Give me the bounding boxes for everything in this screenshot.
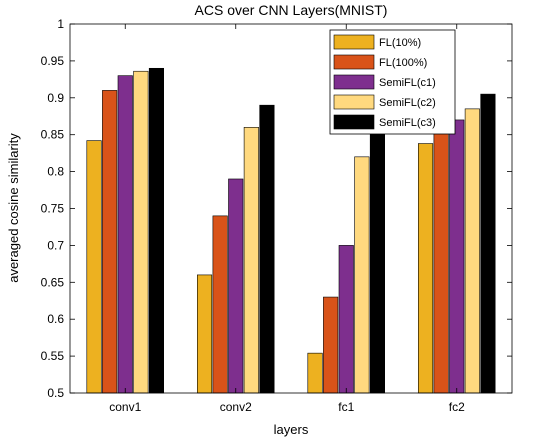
y-tick-label: 0.7: [47, 238, 64, 252]
legend-swatch: [333, 114, 375, 130]
y-tick-label: 0.8: [47, 165, 64, 179]
y-tick-label: 0.55: [41, 349, 65, 363]
bar: [354, 156, 370, 394]
y-axis-label: averaged cosine similarity: [6, 133, 21, 283]
bar: [464, 108, 480, 394]
bar: [417, 143, 434, 394]
bar: [259, 104, 275, 394]
bar: [228, 178, 244, 394]
legend-label: SemiFL(c3): [379, 117, 436, 129]
bar: [449, 119, 465, 394]
bar: [243, 127, 259, 394]
bar: [433, 128, 449, 394]
y-tick-label: 0.6: [47, 312, 64, 326]
y-tick-label: 0.5: [47, 386, 64, 400]
legend-swatch: [333, 54, 375, 70]
x-tick-label: conv1: [109, 400, 141, 414]
y-tick-label: 0.65: [41, 275, 65, 289]
y-tick-label: 0.85: [41, 128, 65, 142]
bar: [148, 67, 164, 394]
bar: [86, 140, 102, 394]
bar: [338, 245, 354, 394]
x-tick-label: conv2: [220, 400, 252, 414]
x-tick-label: fc1: [338, 400, 354, 414]
x-tick-label: fc2: [449, 400, 465, 414]
bar: [307, 352, 323, 394]
bar: [480, 93, 496, 394]
y-tick-label: 0.75: [41, 202, 65, 216]
legend-label: FL(10%): [379, 37, 421, 49]
y-tick-label: 0.95: [41, 54, 65, 68]
bar: [117, 75, 133, 394]
plot-area: 0.5 0.55 0.6 0.65 0.7 0.75 0.8 0.85 0.9 0.95 1 conv…: [41, 17, 513, 414]
chart-title: ACS over CNN Layers(MNIST): [195, 2, 388, 18]
bar: [369, 127, 386, 394]
bar: [133, 70, 149, 394]
legend-swatch: [333, 34, 375, 50]
bar: [323, 296, 339, 394]
legend-label: SemiFL(c2): [379, 97, 436, 109]
legend-swatch: [333, 94, 375, 110]
x-axis-label: layers: [274, 422, 309, 437]
bar: [102, 90, 118, 394]
legend-label: FL(100%): [379, 57, 427, 69]
bar: [212, 215, 228, 394]
bar: [197, 274, 213, 394]
y-tick-label: 1: [57, 17, 64, 31]
y-tick-label: 0.9: [47, 91, 64, 105]
legend-label: SemiFL(c1): [379, 77, 436, 89]
legend-swatch: [333, 74, 375, 90]
